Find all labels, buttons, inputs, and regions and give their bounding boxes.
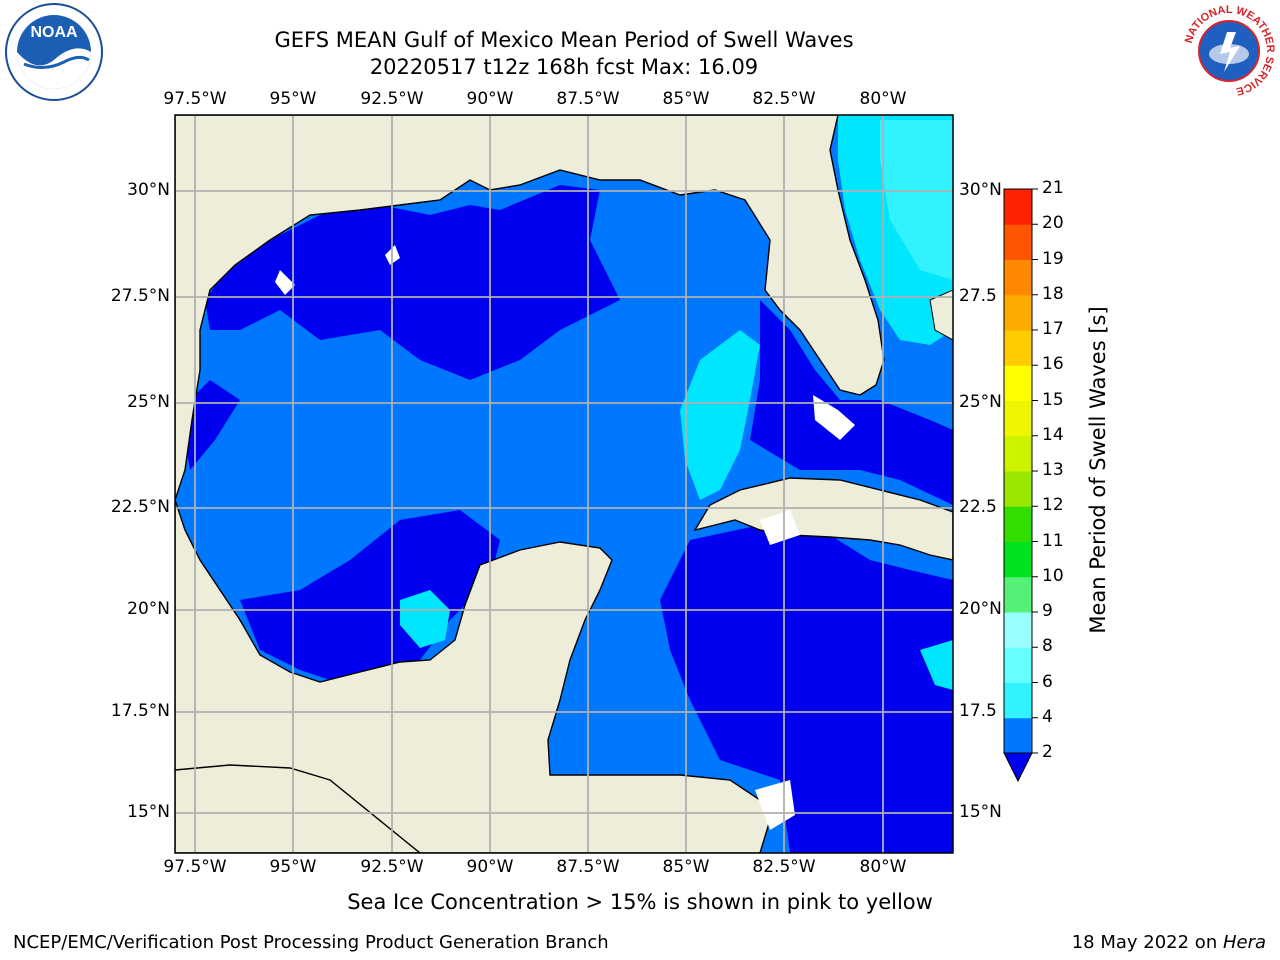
- noaa-logo: NOAA: [5, 3, 103, 101]
- land-usa: [175, 115, 885, 501]
- lon-label-bottom: 95°W: [269, 857, 317, 877]
- colorbar-segment: [1004, 576, 1032, 613]
- lat-label-left: 15°N: [127, 802, 170, 822]
- lat-label-left: 17.5°N: [110, 701, 170, 721]
- lon-label-top: 80°W: [859, 89, 907, 109]
- colorbar-tick-label: 13: [1042, 460, 1064, 480]
- colorbar-tick-label: 6: [1042, 671, 1053, 692]
- lon-label-bottom: 82.5°W: [752, 857, 816, 877]
- colorbar-segment: [1004, 259, 1032, 296]
- lat-label-right: 25°N: [959, 392, 1002, 412]
- colorbar-segment: [1004, 541, 1032, 578]
- lon-label-top: 97.5°W: [163, 89, 227, 109]
- colorbar-segment: [1004, 717, 1032, 754]
- colorbar-tick-label: 10: [1042, 565, 1064, 586]
- colorbar-tick-label: 17: [1042, 319, 1064, 339]
- sea-ice-caption: Sea Ice Concentration > 15% is shown in …: [347, 890, 933, 914]
- lat-label-left: 20°N: [127, 599, 170, 619]
- swell-region-under-2: [205, 185, 620, 380]
- noaa-logo-text: NOAA: [30, 24, 78, 41]
- no-data-area: [813, 395, 855, 440]
- colorbar-segment: [1004, 294, 1032, 331]
- colorbar-tick-label: 12: [1042, 495, 1064, 516]
- land-mexico: [175, 499, 771, 853]
- colorbar-segment: [1004, 682, 1032, 719]
- map-frame: [174, 114, 954, 854]
- lat-label-right: 15°N: [959, 802, 1002, 822]
- colorbar-segment: [1004, 365, 1032, 401]
- colorbar-tick-label: 18: [1042, 283, 1064, 304]
- colorbar-tick-label: 19: [1042, 248, 1064, 269]
- chart-title: GEFS MEAN Gulf of Mexico Mean Period of …: [274, 28, 854, 52]
- footer-host: Hera: [1222, 932, 1266, 953]
- land-cuba: [693, 477, 953, 561]
- colorbar: [1003, 188, 1038, 783]
- swell-region-4-6: [920, 640, 953, 690]
- no-data-area: [755, 780, 795, 830]
- nws-logo: NATIONAL WEATHER SERVICE: [1182, 4, 1276, 98]
- colorbar-tick-label: 15: [1042, 389, 1064, 410]
- lat-label-left: 22.5°N: [110, 497, 170, 517]
- lon-label-bottom: 90°W: [466, 857, 514, 877]
- lon-label-top: 92.5°W: [360, 89, 424, 109]
- footer-date-text: 18 May 2022 on: [1071, 932, 1223, 953]
- lon-label-bottom: 80°W: [859, 857, 907, 877]
- colorbar-tick-label: 16: [1042, 354, 1064, 375]
- colorbar-tick-label: 8: [1042, 636, 1053, 657]
- colorbar-segment: [1004, 224, 1032, 260]
- colorbar-segment: [1004, 330, 1032, 366]
- lon-label-top: 87.5°W: [556, 89, 620, 109]
- lon-label-top: 95°W: [269, 89, 317, 109]
- colorbar-segment: [1004, 189, 1032, 225]
- map-gridlines: [175, 115, 953, 853]
- colorbar-title: Mean Period of Swell Waves [s]: [1086, 306, 1110, 634]
- no-data-area: [760, 510, 800, 545]
- footer-date: 18 May 2022 on Hera: [1072, 932, 1266, 953]
- land-bahamas: [929, 289, 953, 341]
- lat-label-right: 17.5: [959, 701, 997, 721]
- swell-region-4-6: [680, 330, 760, 500]
- colorbar-tick-label: 11: [1042, 530, 1064, 551]
- colorbar-segment: [1004, 400, 1032, 437]
- lon-label-bottom: 92.5°W: [360, 857, 424, 877]
- colorbar-tick-label: 2: [1042, 742, 1053, 762]
- lat-label-right: 27.5: [959, 286, 997, 306]
- colorbar-tick-label: 4: [1042, 706, 1053, 727]
- colorbar-tick-label: 20: [1042, 213, 1064, 234]
- lon-label-bottom: 97.5°W: [163, 857, 227, 877]
- lat-label-right: 20°N: [959, 599, 1002, 619]
- lat-label-right: 30°N: [959, 180, 1002, 200]
- colorbar-segment: [1004, 435, 1032, 472]
- chart-subtitle: 20220517 t12z 168h fcst Max: 16.09: [369, 55, 759, 79]
- lon-label-top: 82.5°W: [752, 89, 816, 109]
- lon-label-top: 85°W: [662, 89, 710, 109]
- colorbar-extend-arrow: [1003, 752, 1033, 783]
- lat-label-left: 27.5°N: [110, 286, 170, 306]
- colorbar-tick-label: 9: [1042, 601, 1053, 621]
- swell-region-4-6: [880, 120, 953, 280]
- lat-label-left: 25°N: [127, 392, 170, 412]
- colorbar-tick-label: 21: [1042, 178, 1064, 198]
- lon-label-bottom: 87.5°W: [556, 857, 620, 877]
- lat-label-right: 22.5: [959, 497, 997, 517]
- lon-label-top: 90°W: [466, 89, 514, 109]
- swell-region-under-2: [660, 525, 953, 853]
- colorbar-tick-label: 14: [1042, 424, 1064, 445]
- no-data-area: [275, 270, 295, 295]
- swell-region-4-6: [400, 590, 450, 648]
- lat-label-left: 30°N: [127, 180, 170, 200]
- colorbar-segment: [1004, 612, 1032, 648]
- footer-credit: NCEP/EMC/Verification Post Processing Pr…: [13, 932, 609, 953]
- lon-label-bottom: 85°W: [662, 857, 710, 877]
- colorbar-segment: [1004, 647, 1032, 683]
- colorbar-segment: [1004, 471, 1032, 507]
- colorbar-segment: [1004, 506, 1032, 542]
